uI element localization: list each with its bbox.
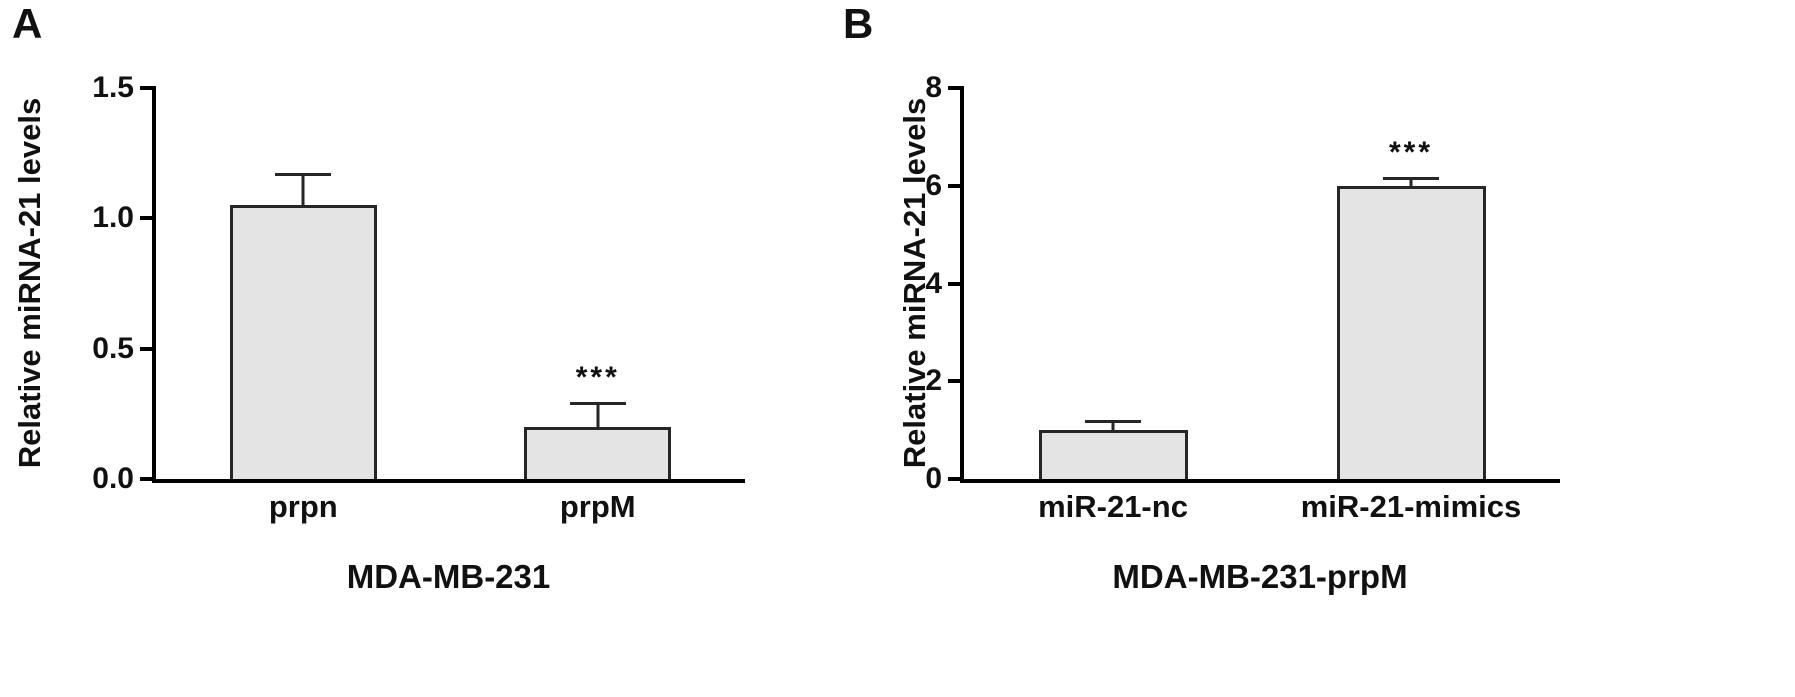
panel-b-chart-title: MDA-MB-231-prpM xyxy=(1112,558,1408,595)
y-tick-label: 0.5 xyxy=(92,331,134,365)
panel-a-chart-title: MDA-MB-231 xyxy=(346,558,551,595)
y-tick-label: 0 xyxy=(925,462,942,495)
bar-prpM xyxy=(524,426,672,479)
error-bar-cap xyxy=(275,173,332,177)
panel-b-letter: B xyxy=(843,0,874,47)
x-category-label: prpn xyxy=(268,489,338,524)
bar-miR-21-nc xyxy=(1038,430,1188,479)
error-bar xyxy=(301,174,305,206)
error-bar xyxy=(596,403,600,427)
y-tick-mark xyxy=(948,86,964,90)
x-category-label: prpM xyxy=(559,489,636,524)
significance-stars: *** xyxy=(575,361,620,395)
panel-a-plot-area: 0.0 0.5 1.0 1.5 prpn *** prpM xyxy=(92,71,745,524)
panel-a-y-axis-label: Relative miRNA-21 levels xyxy=(12,97,47,469)
panel-b-plot-area: 0 2 4 6 8 miR-21-nc *** miR-21-mimics xyxy=(925,71,1560,524)
error-bar xyxy=(1409,178,1413,186)
y-tick-mark xyxy=(948,281,964,286)
significance-stars: *** xyxy=(1388,136,1434,170)
panel-a: A Relative miRNA-21 levels 0.0 0.5 1.0 1.5 p… xyxy=(0,0,840,697)
y-tick-label: 6 xyxy=(925,168,942,202)
error-bar xyxy=(1111,421,1115,431)
error-bar-cap xyxy=(1085,420,1141,424)
y-tick-mark xyxy=(948,379,964,384)
panel-a-letter: A xyxy=(12,0,43,47)
panel-b: B Relative miRNA-21 levels 0 2 4 6 8 miR-21-n… xyxy=(840,0,1795,697)
bar-prpn xyxy=(229,205,377,479)
y-tick-label: 0.0 xyxy=(92,462,134,495)
y-tick-mark xyxy=(948,477,964,481)
x-category-label: miR-21-nc xyxy=(1038,489,1188,524)
bar-miR-21-mimics xyxy=(1336,185,1486,479)
y-tick-label: 1.0 xyxy=(92,201,134,235)
y-tick-label: 2 xyxy=(925,364,942,398)
y-tick-label: 8 xyxy=(925,71,942,104)
y-tick-mark xyxy=(140,477,156,481)
y-tick-mark xyxy=(140,216,156,221)
y-tick-mark xyxy=(140,346,156,351)
y-tick-label: 4 xyxy=(925,266,942,300)
error-bar-cap xyxy=(569,402,626,406)
y-tick-mark xyxy=(948,183,964,188)
x-category-label: miR-21-mimics xyxy=(1300,489,1522,524)
error-bar-cap xyxy=(1383,177,1439,181)
y-tick-mark xyxy=(140,86,156,90)
y-tick-label: 1.5 xyxy=(92,71,134,104)
